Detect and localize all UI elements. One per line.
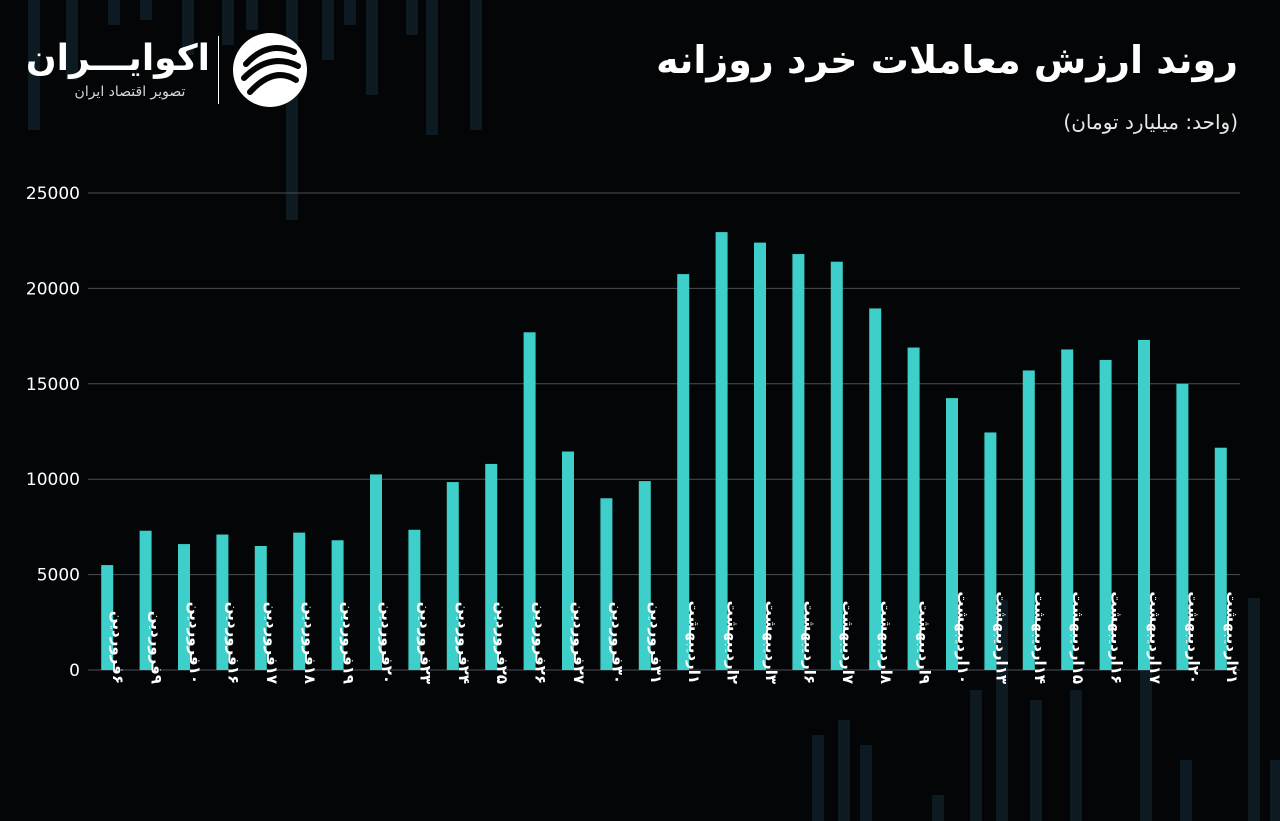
bar (907, 347, 920, 670)
bar (869, 308, 882, 670)
background-candle (246, 0, 258, 30)
x-tick-label: ۶فروردین (109, 611, 127, 684)
background-candle (66, 0, 78, 80)
x-tick-label: ۲۳فروردین (416, 602, 434, 684)
bar (485, 463, 498, 670)
x-tick-label: ۲۰اردیبهشت (1184, 591, 1202, 684)
y-tick-label: 10000 (26, 470, 80, 490)
background-candle (182, 0, 194, 55)
background-candle (344, 0, 356, 25)
x-tick-label: ۲اردیبهشت (724, 601, 742, 684)
bar (216, 534, 229, 670)
bar (408, 529, 421, 670)
x-tick-label: ۱۷اردیبهشت (1146, 591, 1164, 684)
background-candle (108, 0, 120, 25)
bar (331, 540, 344, 670)
background-candle (426, 0, 438, 135)
x-tick-label: ۳۱فروردین (647, 602, 665, 684)
bar (1176, 383, 1189, 670)
bar (1022, 370, 1035, 670)
bar (562, 451, 574, 670)
x-tick-label: ۲۴فروردین (455, 602, 473, 684)
bar (139, 530, 152, 670)
y-tick-label: 20000 (26, 279, 80, 299)
x-tick-label: ۲۷فروردین (570, 602, 588, 684)
x-tick-label: ۱۴اردیبهشت (1031, 591, 1049, 684)
x-tick-label: ۱۹فروردین (340, 602, 358, 684)
x-tick-label: ۹اردیبهشت (916, 601, 934, 684)
background-candle (470, 0, 482, 130)
x-tick-label: ۱۷فروردین (263, 602, 281, 684)
swirl-logo-icon (233, 33, 307, 107)
background-candle (860, 745, 872, 821)
background-candle (366, 0, 378, 95)
background-candle (28, 0, 40, 130)
bar (101, 565, 114, 670)
bar (1061, 349, 1074, 670)
x-tick-label: ۱۶اردیبهشت (1108, 591, 1126, 684)
background-candle (140, 0, 152, 20)
bar (1138, 339, 1150, 670)
x-tick-label: ۸اردیبهشت (877, 601, 895, 684)
bar (523, 332, 536, 670)
y-tick-label: 25000 (26, 184, 80, 204)
x-tick-label: ۱۸فروردین (301, 602, 319, 684)
bar (677, 274, 690, 670)
x-tick-label: ۱اردیبهشت (685, 601, 703, 684)
x-tick-label: ۱۵اردیبهشت (1069, 591, 1087, 684)
bar (1099, 359, 1112, 670)
bar (792, 254, 805, 670)
x-tick-label: ۲۱اردیبهشت (1223, 591, 1241, 684)
bar (754, 242, 766, 670)
background-candle (1270, 760, 1280, 821)
y-tick-label: 0 (69, 661, 80, 681)
y-tick-label: 15000 (26, 375, 80, 395)
x-tick-label: ۳۰فروردین (608, 602, 626, 684)
bar (830, 261, 843, 670)
brand-name: اکوایـــران (25, 38, 210, 79)
x-tick-label: ۱۰فروردین (186, 602, 204, 684)
x-tick-label: ۱۰اردیبهشت (954, 591, 972, 684)
x-tick-label: ۲۶فروردین (532, 602, 550, 684)
background-candle (996, 600, 1008, 821)
background-candle (1180, 760, 1192, 821)
background-candle (838, 720, 850, 821)
logo-divider (218, 36, 219, 104)
background-candle (1248, 598, 1260, 821)
x-tick-label: ۶اردیبهشت (800, 601, 818, 684)
background-candle (406, 0, 418, 35)
unit-label: (واحد: میلیارد تومان) (1063, 110, 1238, 134)
background-candle (932, 795, 944, 821)
chart-title: روند ارزش معاملات خرد روزانه (656, 38, 1238, 82)
bar (178, 544, 190, 670)
background-candle (222, 0, 234, 45)
x-tick-label: ۲۵فروردین (493, 602, 511, 684)
x-tick-label: ۹فروردین (148, 611, 166, 684)
bar (638, 481, 651, 670)
background-candle (970, 690, 982, 821)
bar (446, 482, 459, 670)
background-candle (322, 0, 334, 60)
x-tick-label: ۷اردیبهشت (839, 601, 857, 684)
x-tick-label: ۱۶فروردین (224, 602, 242, 684)
x-tick-label: ۱۳اردیبهشت (992, 591, 1010, 684)
x-tick-label: ۳اردیبهشت (762, 601, 780, 684)
background-candle (1070, 690, 1082, 821)
bar (984, 432, 997, 670)
bar (600, 498, 613, 670)
bar (370, 474, 382, 670)
background-candle (1140, 650, 1152, 821)
bar (946, 398, 958, 670)
background-candle (1030, 700, 1042, 821)
bar (293, 532, 306, 670)
bar (254, 545, 267, 670)
y-tick-label: 5000 (37, 566, 80, 586)
bar (1214, 447, 1227, 670)
brand-logo[interactable]: اکوایـــران تصویر اقتصاد ایران (25, 30, 320, 110)
x-tick-label: ۲۰فروردین (378, 602, 396, 684)
background-candle (812, 735, 824, 821)
brand-tagline: تصویر اقتصاد ایران (74, 84, 186, 100)
bar (715, 232, 728, 670)
